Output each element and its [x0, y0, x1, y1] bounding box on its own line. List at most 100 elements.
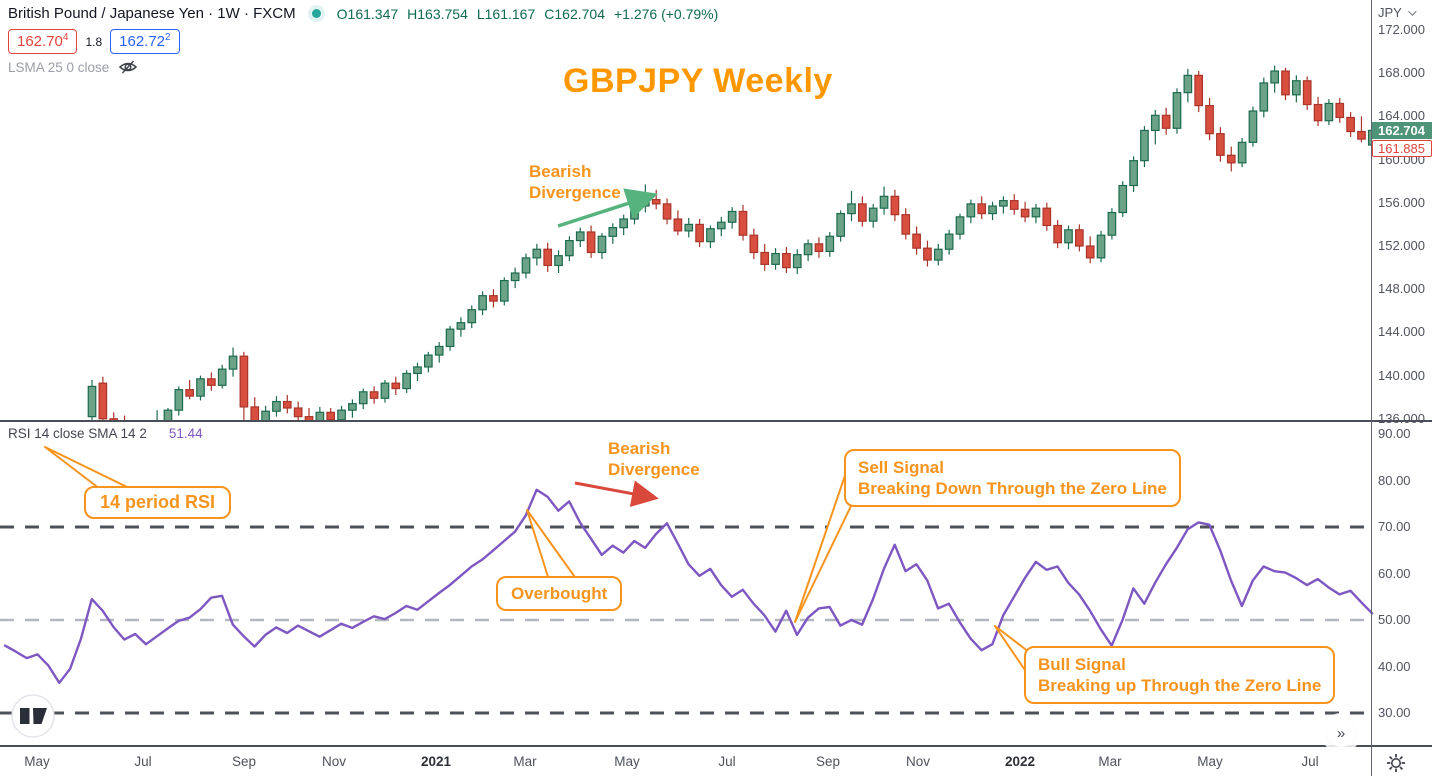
pane-separator[interactable]: [0, 420, 1432, 422]
candle: [87, 379, 97, 420]
price-axis-separator[interactable]: [1371, 0, 1372, 776]
time-axis-month-label: May: [24, 754, 50, 769]
candle: [445, 325, 455, 351]
candle: [228, 347, 238, 377]
candle: [489, 289, 498, 308]
tradingview-logo[interactable]: [11, 694, 55, 738]
sell-quote-button[interactable]: 162.704: [8, 29, 78, 54]
market-status-dot[interactable]: [311, 9, 321, 18]
candle: [326, 408, 336, 420]
bearish-divergence-label-rsi: Bearish Divergence: [608, 439, 700, 479]
candle: [1107, 208, 1117, 240]
buy-quote-button[interactable]: 162.722: [110, 29, 180, 54]
candle: [1118, 181, 1128, 217]
candle: [619, 214, 629, 236]
candlestick-series: [87, 65, 1372, 420]
candle: [478, 291, 487, 316]
low-value: L161.167: [476, 5, 536, 22]
candle: [1324, 99, 1334, 126]
change-value: +1.276 (+0.79%): [613, 5, 719, 22]
candle: [1357, 116, 1366, 143]
candle: [510, 267, 520, 289]
rsi-period-callout: 14 period RSI: [84, 486, 232, 519]
candle: [98, 376, 108, 420]
candle: [662, 198, 672, 225]
candle: [293, 401, 303, 420]
chart-canvas[interactable]: [0, 0, 1432, 745]
candle: [1172, 88, 1182, 134]
rsi-axis-tick: 90.00: [1378, 426, 1411, 441]
candle: [760, 243, 770, 271]
time-axis-month-label: Sep: [815, 754, 841, 769]
candle: [792, 249, 802, 275]
time-axis-month-label: Nov: [905, 754, 931, 769]
candle: [185, 379, 194, 400]
chart-title: GBPJPY Weekly: [563, 62, 833, 100]
eye-hidden-icon[interactable]: [118, 59, 138, 75]
time-axis-month-label: Sep: [231, 754, 257, 769]
close-value: C162.704: [544, 5, 605, 22]
candle: [1129, 156, 1138, 192]
timeaxis-separator: [0, 745, 1432, 747]
sell-callout-tail: [794, 457, 852, 623]
time-axis-month-label: Jul: [134, 754, 152, 769]
lsma-indicator-label[interactable]: LSMA 25 0 close: [8, 59, 110, 75]
open-value: O161.347: [336, 5, 399, 22]
candle: [738, 204, 748, 241]
time-axis-month-label: Mar: [513, 754, 537, 769]
candle: [1183, 68, 1193, 103]
candle: [890, 189, 900, 222]
rsi-axis-tick: 40.00: [1378, 658, 1411, 674]
time-axis-month-label: Jul: [718, 754, 736, 769]
time-axis-month-label: Jul: [1301, 754, 1319, 769]
candle: [673, 210, 683, 236]
scroll-right-button[interactable]: »: [1327, 719, 1355, 747]
candle: [1205, 98, 1214, 141]
candle: [1031, 203, 1041, 224]
price-axis-tick: 164.000: [1378, 108, 1425, 124]
candle: [163, 408, 173, 420]
candle: [554, 250, 563, 273]
lsma-indicator-row[interactable]: LSMA 25 0 close: [8, 59, 138, 75]
candle: [1259, 77, 1269, 118]
rsi-axis-tick: 80.00: [1378, 472, 1411, 488]
candle: [597, 233, 607, 259]
callout-tails: [44, 446, 1030, 677]
rsi-indicator-label[interactable]: RSI 14 close SMA 14 2: [8, 426, 147, 441]
candle: [1085, 236, 1095, 264]
bid-ask-row: 162.704 1.8 162.722: [8, 29, 180, 54]
price-axis-tick: 152.000: [1378, 238, 1425, 253]
rsi-axis-tick: 30.00: [1378, 705, 1411, 720]
candle: [109, 412, 119, 420]
candle: [521, 253, 531, 279]
candle: [933, 243, 943, 266]
bearish-divergence-label-price: Bearish Divergence: [529, 162, 621, 202]
candle: [156, 410, 158, 420]
rsi-line: [3, 488, 1374, 684]
candle: [901, 208, 911, 240]
candle: [944, 229, 954, 255]
price-axis-tick: 136.000: [1378, 410, 1425, 426]
candle: [868, 203, 878, 228]
candle: [456, 317, 466, 337]
candle: [1281, 67, 1290, 101]
price-axis-tick: 144.000: [1378, 324, 1425, 340]
timeaxis-settings-gear-icon[interactable]: [1385, 752, 1407, 774]
price-axis-tick: 140.000: [1378, 367, 1425, 383]
candle: [1367, 119, 1372, 147]
candle: [1313, 96, 1323, 127]
candle: [1096, 230, 1106, 263]
candle: [1346, 112, 1355, 137]
candle: [565, 236, 574, 262]
candle: [1302, 76, 1312, 110]
candle: [1042, 202, 1052, 231]
time-axis-month-label: Mar: [1098, 754, 1122, 769]
price-axis-tick: 168.000: [1378, 65, 1425, 81]
candle: [923, 240, 932, 267]
currency-axis-toggle[interactable]: JPY: [1378, 5, 1417, 20]
rsi-legend[interactable]: RSI 14 close SMA 14 2 51.44: [8, 426, 203, 441]
candle: [434, 342, 444, 363]
symbol-title[interactable]: British Pound / Japanese Yen · 1W · FXCM: [8, 5, 296, 22]
candle: [304, 408, 314, 420]
candle: [727, 207, 737, 229]
